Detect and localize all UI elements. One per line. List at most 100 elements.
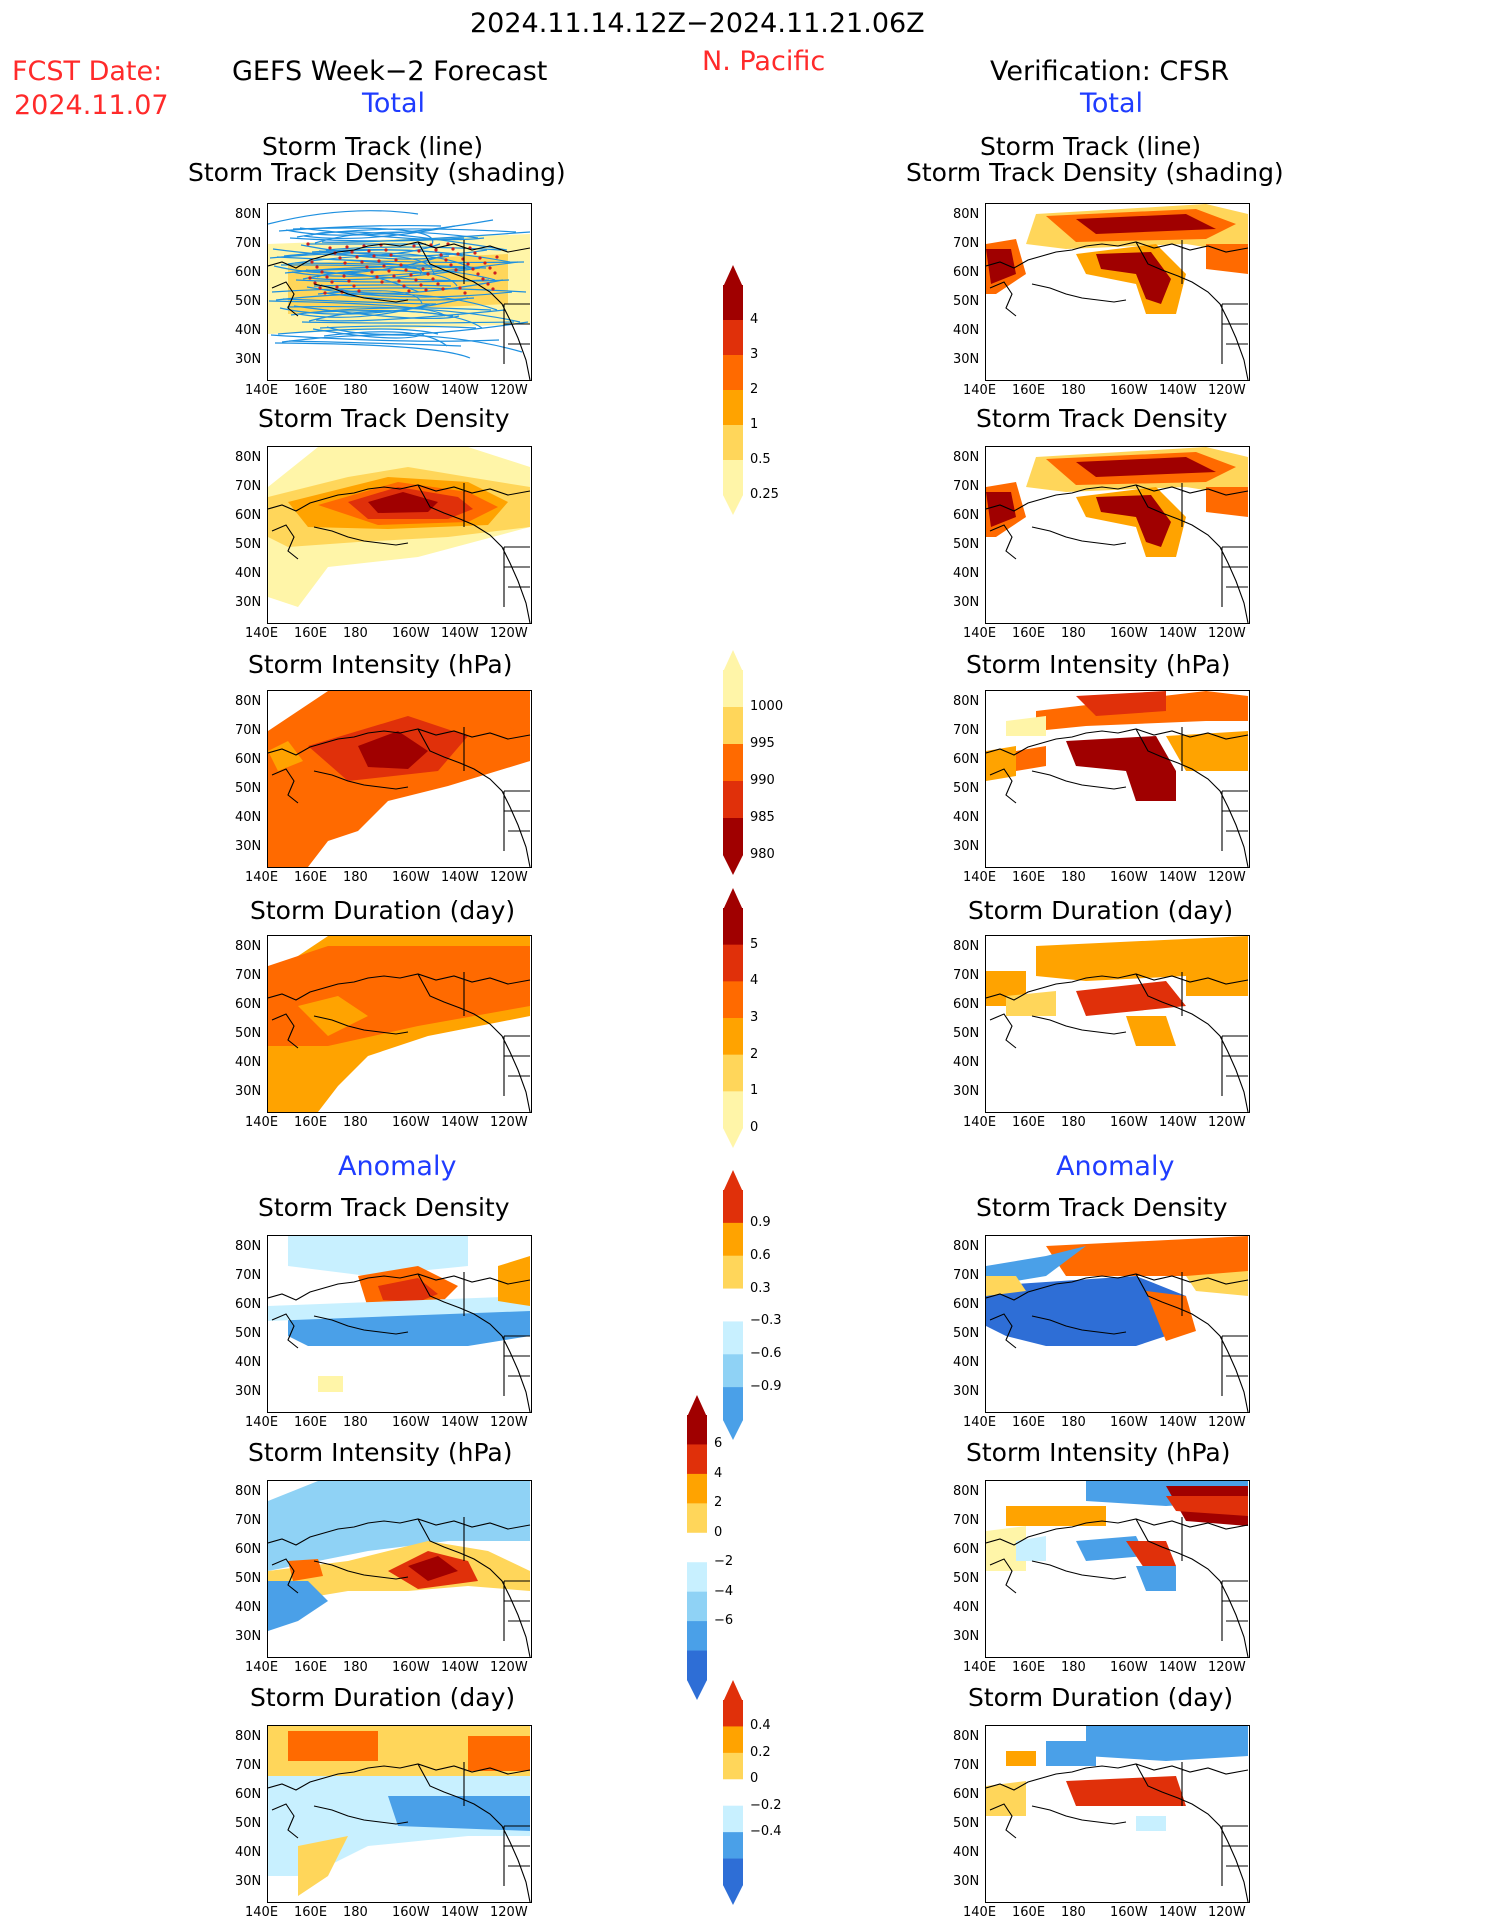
lat-tick-label: 80N — [235, 450, 262, 465]
lon-tick-label: 140W — [1159, 1415, 1197, 1430]
lat-tick-label: 40N — [235, 1355, 262, 1370]
lon-tick-label: 140E — [245, 870, 279, 885]
left-anomaly-label: Anomaly — [338, 1151, 457, 1182]
colorbar-tick-label: 0.25 — [750, 487, 779, 502]
lat-tick-label: 40N — [953, 1600, 980, 1615]
lon-tick-label: 180 — [1061, 383, 1086, 398]
left-anom-intensity-title: Storm Intensity (hPa) — [248, 1438, 513, 1467]
lon-tick-label: 140E — [963, 1660, 997, 1675]
lon-tick-label: 160W — [392, 1415, 430, 1430]
colorbar-tick-label: 0.2 — [750, 1744, 771, 1760]
right-duration-title: Storm Duration (day) — [968, 896, 1234, 925]
lon-tick-label: 180 — [343, 1415, 368, 1430]
lon-tick-label: 140W — [1159, 383, 1197, 398]
lat-tick-label: 80N — [953, 1729, 980, 1744]
lat-tick-label: 60N — [953, 508, 980, 523]
coastline — [986, 1272, 1249, 1412]
coastline — [268, 727, 531, 867]
lat-tick-label: 60N — [235, 508, 262, 523]
verification-track-density-map — [985, 446, 1250, 624]
lat-tick-label: 40N — [235, 323, 262, 338]
lon-tick-label: 180 — [343, 1905, 368, 1920]
lat-tick-label: 70N — [235, 723, 262, 738]
coastline — [268, 972, 531, 1112]
region-title: N. Pacific — [702, 46, 826, 77]
lat-tick-label: 70N — [953, 723, 980, 738]
fcst-date-value: 2024.11.07 — [14, 90, 169, 121]
colorbar-tick-label: 0.3 — [750, 1280, 771, 1296]
lat-tick-label: 80N — [953, 694, 980, 709]
colorbar-tick-label: 4 — [750, 973, 759, 989]
lon-tick-label: 160W — [392, 1660, 430, 1675]
lat-tick-label: 50N — [953, 294, 980, 309]
lat-tick-label: 40N — [235, 1600, 262, 1615]
colorbar-tick-label: −0.4 — [750, 1824, 782, 1840]
lat-tick-label: 40N — [953, 1845, 980, 1860]
forecast-density-anomaly-map-shading — [268, 1236, 531, 1412]
coastline — [986, 1762, 1249, 1902]
lon-tick-label: 120W — [490, 1115, 528, 1130]
lat-tick-label: 60N — [953, 1542, 980, 1557]
density-total-colorbar — [723, 265, 743, 515]
lat-tick-label: 50N — [953, 537, 980, 552]
lon-tick-label: 160E — [1012, 1905, 1046, 1920]
colorbar-tick-label: −4 — [714, 1583, 734, 1599]
lon-tick-label: 120W — [490, 383, 528, 398]
lat-tick-label: 80N — [953, 1484, 980, 1499]
forecast-intensity-anomaly-map-shading — [268, 1481, 531, 1657]
colorbar-tick-label: 1 — [750, 1083, 759, 1099]
lon-tick-label: 140W — [441, 1115, 479, 1130]
lon-tick-label: 180 — [343, 870, 368, 885]
lat-tick-label: 60N — [953, 1787, 980, 1802]
colorbar-tick-label: 985 — [750, 810, 775, 825]
lon-tick-label: 160W — [1110, 1115, 1148, 1130]
lon-tick-label: 160E — [294, 870, 328, 885]
coastline — [986, 1517, 1249, 1657]
lon-tick-label: 160E — [1012, 1415, 1046, 1430]
lon-tick-label: 140E — [963, 1905, 997, 1920]
coastline — [986, 483, 1249, 623]
lat-tick-label: 50N — [235, 537, 262, 552]
forecast-intensity-map-shading — [268, 691, 531, 867]
colorbar-tick-label: 4 — [750, 312, 759, 327]
lon-tick-label: 120W — [490, 1905, 528, 1920]
lat-tick-label: 70N — [235, 236, 262, 251]
lon-tick-label: 180 — [343, 1660, 368, 1675]
lon-tick-label: 140E — [963, 383, 997, 398]
lon-tick-label: 160E — [294, 1905, 328, 1920]
lat-tick-label: 80N — [235, 1239, 262, 1254]
verification-duration-map — [985, 935, 1250, 1113]
colorbar-tick-label: 0 — [714, 1524, 723, 1540]
lat-tick-label: 70N — [235, 1513, 262, 1528]
lat-tick-label: 70N — [235, 1758, 262, 1773]
lon-tick-label: 160W — [1110, 626, 1148, 641]
left-intensity-title: Storm Intensity (hPa) — [248, 650, 513, 679]
lat-tick-label: 30N — [235, 1084, 262, 1099]
lon-tick-label: 180 — [343, 1115, 368, 1130]
lon-tick-label: 120W — [1208, 1415, 1246, 1430]
lat-tick-label: 50N — [953, 1816, 980, 1831]
forecast-track-line-map — [267, 203, 532, 381]
colorbar-tick-label: 4 — [714, 1465, 723, 1481]
lat-tick-label: 80N — [235, 694, 262, 709]
forecast-duration-map-shading — [268, 936, 531, 1112]
lat-tick-label: 70N — [953, 1758, 980, 1773]
coastline — [986, 727, 1249, 867]
forecast-track-line-map-shading — [268, 210, 531, 380]
lon-tick-label: 120W — [1208, 626, 1246, 641]
verification-track-line-map-shading — [986, 204, 1249, 380]
lat-tick-label: 60N — [235, 265, 262, 280]
right-anom-duration-title: Storm Duration (day) — [968, 1683, 1234, 1712]
lon-tick-label: 140W — [1159, 1115, 1197, 1130]
forecast-track-density-map — [267, 446, 532, 624]
coastline — [268, 240, 531, 380]
colorbar-tick-label: 3 — [750, 1010, 759, 1025]
lon-tick-label: 180 — [1061, 1905, 1086, 1920]
lon-tick-label: 160W — [392, 1905, 430, 1920]
lon-tick-label: 140W — [441, 626, 479, 641]
verification-track-line-map — [985, 203, 1250, 381]
lat-tick-label: 60N — [953, 265, 980, 280]
lat-tick-label: 80N — [953, 1239, 980, 1254]
verification-duration-anomaly-map — [985, 1725, 1250, 1903]
lon-tick-label: 140W — [441, 1660, 479, 1675]
